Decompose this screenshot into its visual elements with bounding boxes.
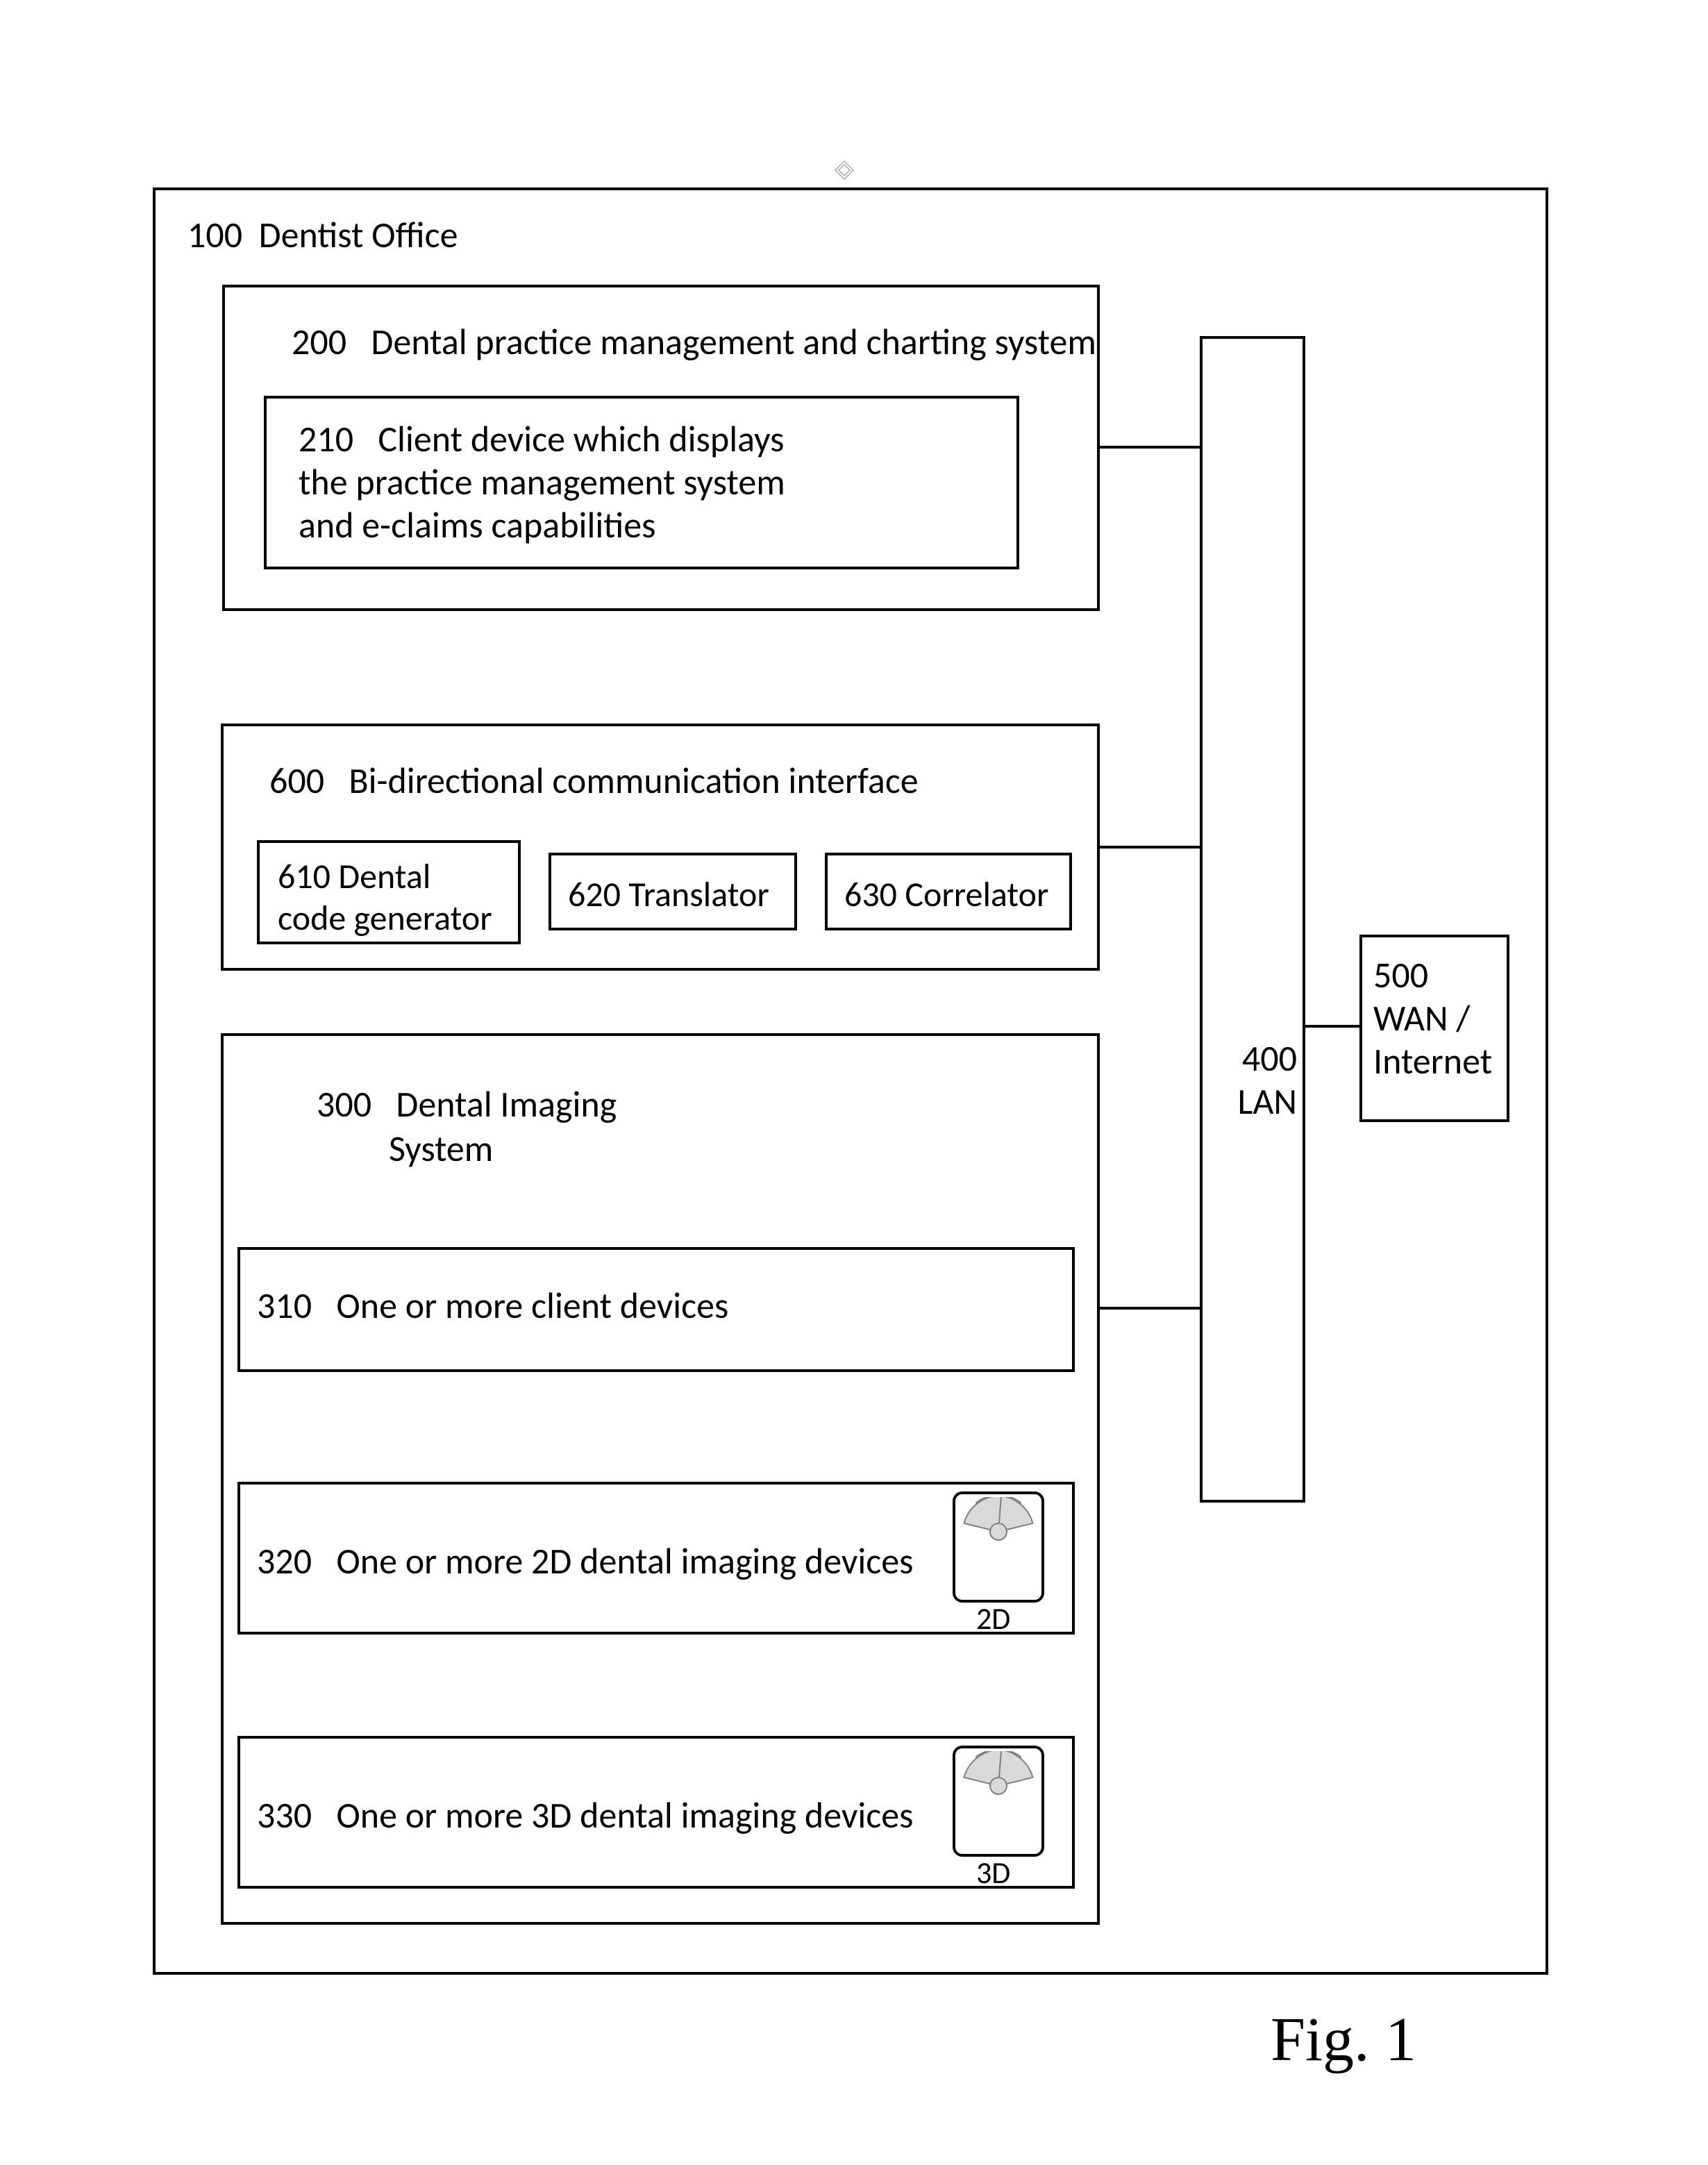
- radiation-3d-icon: [961, 1751, 1036, 1818]
- practice-mgmt-title: 200 Dental practice management and chart…: [292, 319, 1096, 364]
- dental-imaging-title1: 300 Dental Imaging: [317, 1082, 617, 1126]
- wan-label-3: Internet: [1373, 1039, 1492, 1083]
- dental-code-gen-line1: 610 Dental: [278, 855, 430, 898]
- translator-label: 620 Translator: [568, 873, 769, 916]
- client-devices-label: 310 One or more client devices: [257, 1283, 728, 1328]
- connector-300-lan: [1100, 1305, 1201, 1311]
- lan-label-2: LAN: [1144, 1079, 1297, 1123]
- dental-code-gen-line2: code generator: [278, 897, 492, 939]
- drag-handle-icon: [834, 160, 855, 181]
- imaging-3d-label: 330 One or more 3D dental imaging device…: [257, 1793, 913, 1837]
- bidir-comm-title: 600 Bi-directional communication interfa…: [269, 758, 919, 803]
- imaging-2d-label: 320 One or more 2D dental imaging device…: [257, 1539, 913, 1583]
- lan-label-1: 400: [1144, 1036, 1297, 1080]
- lan-box: [1200, 336, 1305, 1503]
- wan-label-2: WAN /: [1373, 996, 1470, 1040]
- connector-600-lan: [1100, 844, 1201, 850]
- radiation-2d-icon: [961, 1497, 1036, 1564]
- imaging-2d-icon-label: 2D: [976, 1600, 1010, 1637]
- dental-imaging-title2: System: [389, 1126, 493, 1171]
- dentist-office-title: 100 Dentist Office: [187, 212, 458, 257]
- connector-200-lan: [1100, 444, 1201, 450]
- figure-caption: Fig. 1: [1271, 2004, 1416, 2075]
- wan-label-1: 500: [1373, 953, 1428, 997]
- correlator-label: 630 Correlator: [844, 873, 1048, 916]
- imaging-3d-icon-label: 3D: [976, 1854, 1010, 1891]
- client-device-line1: 210 Client device which displays: [299, 417, 784, 461]
- client-device-line3: and e-claims capabilities: [299, 503, 656, 547]
- client-device-line2: the practice management system: [299, 460, 785, 504]
- lan-wan-connector: [1304, 1023, 1361, 1029]
